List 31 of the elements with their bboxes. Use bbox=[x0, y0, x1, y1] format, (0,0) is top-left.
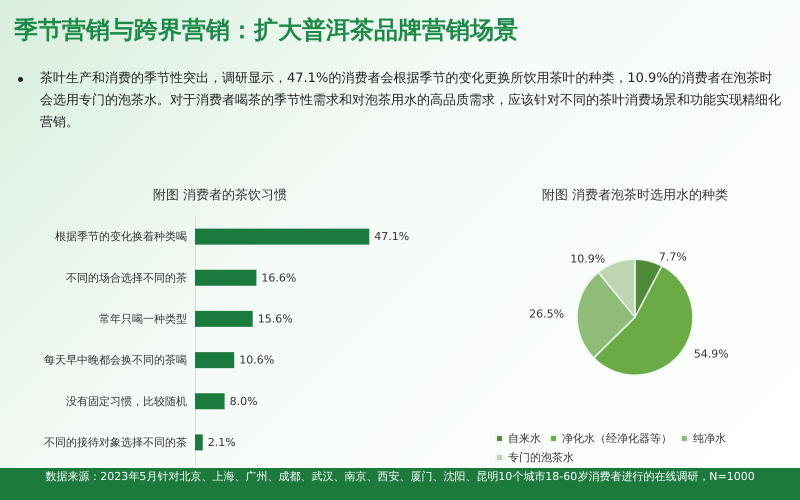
data-label: 26.5% bbox=[529, 307, 564, 320]
data-label: 2.1% bbox=[208, 436, 236, 449]
y-tick-label: 常年只喝一种类型 bbox=[99, 312, 187, 326]
bar bbox=[195, 434, 203, 450]
chart-title: 附图 消费者的茶饮习惯 bbox=[152, 188, 288, 203]
data-label: 54.9% bbox=[694, 348, 729, 361]
data-label: 8.0% bbox=[230, 394, 258, 408]
y-tick-label: 根据季节的变化换着种类喝 bbox=[55, 230, 187, 244]
y-tick-label: 不同的场合选择不同的茶 bbox=[66, 271, 187, 284]
bar bbox=[195, 352, 234, 368]
y-tick-label: 每天早中晚都会换不同的茶喝 bbox=[44, 354, 187, 367]
data-label: 15.6% bbox=[258, 312, 293, 326]
data-label: 10.6% bbox=[239, 354, 274, 367]
legend-label: 专门的泡茶水 bbox=[508, 451, 574, 464]
legend-label: 纯净水 bbox=[693, 432, 726, 445]
text: 茶叶生产和消费的季节性突出，调研显示，47.1%的消费者会根据季节的变化更换所饮用茶叶的种类，10.9%的消费者在泡茶时会选用专门的泡茶水。对于消费者喝茶的季节性需求和对泡茶用水的高品质需求，应该针对不同的茶叶消费场景和功能实现精细化营销。 bbox=[40, 70, 782, 132]
text: 季节营销与跨界营销：扩大普洱茶品牌营销场景 bbox=[14, 15, 519, 46]
source-note: 数据来源：2023年5月针对北京、上海、广州、成都、武汉、南京、西安、厦门、沈阳、昆明10个城市18-60岁消费者进行的在线调研，N=1000 bbox=[0, 468, 800, 500]
data-label: 47.1% bbox=[374, 230, 410, 244]
legend-label: 自来水 bbox=[508, 432, 541, 445]
y-tick-label: 不同的接待对象选择不同的茶 bbox=[44, 436, 187, 449]
bar bbox=[195, 228, 370, 245]
data-label: 10.9% bbox=[570, 252, 606, 266]
bar bbox=[195, 270, 256, 286]
bar bbox=[195, 310, 253, 327]
y-tick-label: 没有固定习惯，比较随机 bbox=[66, 394, 187, 408]
legend-label: 净化水（经净化器等） bbox=[562, 432, 672, 445]
data-label: 16.6% bbox=[261, 271, 296, 284]
data-label: 7.7% bbox=[658, 250, 687, 264]
bar bbox=[195, 393, 225, 410]
chart-title: 附图 消费者泡茶时选用水的种类 bbox=[542, 188, 728, 203]
